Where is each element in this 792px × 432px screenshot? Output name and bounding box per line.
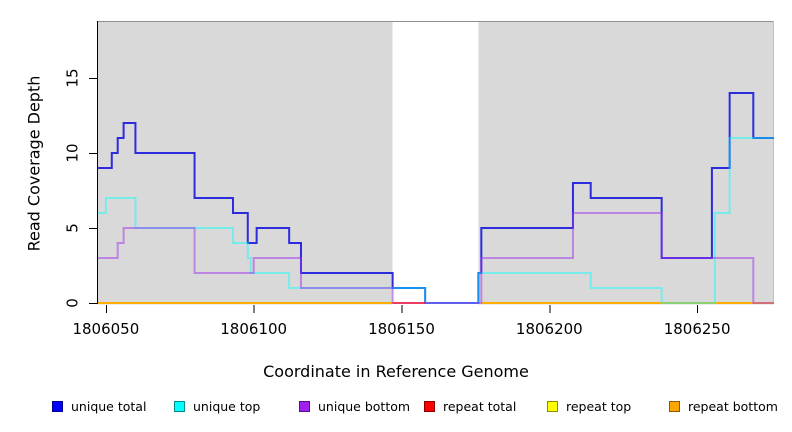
y-tick-label: 5 bbox=[64, 223, 82, 233]
y-tick-label: 10 bbox=[64, 143, 82, 162]
legend-label-repeat_top: repeat top bbox=[566, 398, 632, 414]
legend-swatch-repeat_total bbox=[424, 400, 435, 412]
x-tick-label: 1806200 bbox=[516, 320, 583, 338]
legend-swatch-repeat_top bbox=[547, 400, 558, 412]
x-tick-label: 1806150 bbox=[368, 320, 435, 338]
x-tick-label: 1806100 bbox=[220, 320, 287, 338]
series-line-unique_bottom bbox=[97, 212, 774, 304]
legend-label-repeat_bottom: repeat bottom bbox=[688, 398, 778, 414]
legend-item-unique_bottom: unique bottom bbox=[299, 397, 410, 415]
legend-label-repeat_total: repeat total bbox=[443, 398, 517, 414]
x-tick-label: 1806050 bbox=[72, 320, 139, 338]
legend-item-unique_total: unique total bbox=[52, 397, 146, 415]
legend-swatch-unique_bottom bbox=[299, 400, 310, 412]
y-tick-label: 0 bbox=[64, 298, 82, 308]
legend-item-repeat_top: repeat top bbox=[547, 397, 631, 415]
uncovered-gap bbox=[392, 22, 479, 305]
legend: unique total unique top unique bottom repea… bbox=[0, 397, 792, 419]
y-axis-title: Read Coverage Depth bbox=[24, 75, 44, 252]
legend-item-unique_top: unique top bbox=[174, 397, 260, 415]
legend-item-repeat_bottom: repeat bottom bbox=[669, 397, 778, 415]
covered-region-left bbox=[97, 21, 393, 305]
x-axis-title: Coordinate in Reference Genome bbox=[263, 362, 529, 381]
y-tick-label: 15 bbox=[64, 68, 82, 87]
legend-swatch-repeat_bottom bbox=[669, 400, 680, 412]
legend-item-repeat_total: repeat total bbox=[424, 397, 516, 415]
x-tick-label: 1806250 bbox=[664, 320, 731, 338]
legend-label-unique_top: unique top bbox=[193, 398, 261, 414]
legend-label-unique_bottom: unique bottom bbox=[318, 398, 411, 414]
legend-swatch-unique_total bbox=[52, 400, 63, 412]
legend-label-unique_total: unique total bbox=[71, 398, 147, 414]
legend-swatch-unique_top bbox=[174, 400, 185, 412]
